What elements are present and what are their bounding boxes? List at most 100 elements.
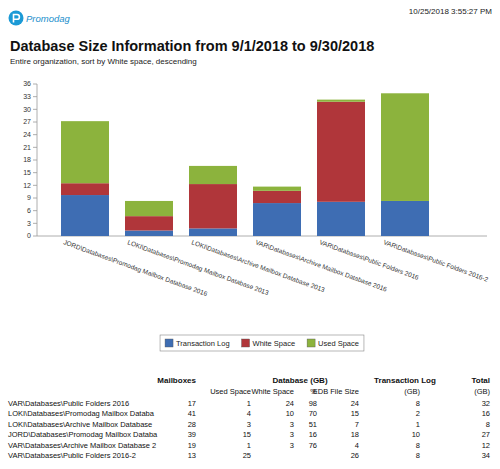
y-tick [33,185,37,186]
bar-segment [189,184,237,228]
table-cell: 24 [351,399,359,408]
bar-segment [125,201,173,216]
subtitle: Entire organization, sort by White space… [10,57,197,66]
bar-segment [253,187,301,191]
y-tick [33,134,37,135]
y-tick-label: 0 [27,232,31,239]
y-tick-label: 15 [23,169,31,176]
bar-segment [381,93,429,201]
legend-label: Transaction Log [176,339,230,348]
legend-item: Transaction Log [165,339,230,348]
bars [61,93,429,236]
table-cell: JORD\Databases\Promodag Mailbox Databa [8,430,158,439]
table-cell: 3 [290,420,294,429]
table-header: Database (GB) [272,376,327,385]
table-cell: 18 [351,430,359,439]
table-cell: 13 [188,451,196,460]
y-tick-label: 36 [23,80,31,87]
y-tick [33,122,37,123]
table-cell: 15 [243,430,251,439]
y-tick-label: 6 [27,207,31,214]
table-subheader: (GB) [474,387,490,396]
x-tick-label: LOKI\Databases\Archive Mailbox Database … [191,238,327,293]
legend-label: White Space [253,339,296,348]
bar-segment [317,100,365,102]
table-cell: 16 [482,409,490,418]
bar-segment [317,102,365,202]
y-tick [33,160,37,161]
y-tick [33,172,37,173]
y-tick-label: 21 [23,144,31,151]
table-subheader: (GB) [404,387,420,396]
legend-item: White Space [242,339,296,348]
y-tick [33,223,37,224]
table-cell: 26 [351,451,359,460]
y-tick-label: 9 [27,194,31,201]
logo: Promodag [9,11,71,26]
table-cell: 98 [309,399,317,408]
legend-swatch [307,339,315,347]
table-cell: 70 [309,409,317,418]
y-tick-label: 12 [23,182,31,189]
table-cell: 8 [486,420,490,429]
table-cell: 3 [290,441,294,450]
brand: Promodag [26,13,71,24]
table-cell: 28 [188,420,196,429]
bar-segment [253,203,301,236]
logo-glyph [14,15,20,23]
bar-segment [381,201,429,236]
y-axis [37,84,38,236]
table-cell: 34 [482,451,490,460]
table-header: Transaction Log [374,376,436,385]
y-tick-label: 18 [23,156,31,163]
table-cell: 8 [416,399,420,408]
chart: 0369121518212427303336JORD\Databases\Pro… [23,80,489,351]
table-cell: 3 [290,430,294,439]
x-tick-label: VAR\Databases\Archive Mailbox Database 2… [255,238,389,292]
legend-frame [160,335,364,351]
table-cell: LOKI\Databases\Promodag Mailbox Databa [8,409,155,418]
bar-segment [61,121,109,183]
table-cell: 10 [412,430,420,439]
legend: Transaction Log White Space Used Space [160,335,364,351]
y-tick-label: 24 [23,131,31,138]
x-tick-label: VAR\Databases\Public Folders 2016-2 [383,238,490,283]
table: Mailboxes Database (GB) Transaction Log Tot… [8,376,490,460]
table-cell: 1 [247,399,251,408]
logo-icon [9,11,24,26]
table-cell: LOKI\Databases\Archive Mailbox Database [8,420,152,429]
bar-segment [61,183,109,195]
table-header: Total [471,376,490,385]
table-cell: 25 [243,451,251,460]
bar-segment [189,166,237,184]
bar-segment [189,228,237,236]
table-cell: 76 [309,441,317,450]
y-tick-label: 30 [23,106,31,113]
table-cell: VAR\Databases\Public Folders 2016-2 [8,451,136,460]
table-cell: VAR\Databases\Public Folders 2016 [8,399,129,408]
table-cell: VAR\Databases\Archive Mailbox Database 2 [8,441,156,450]
table-cell: 1 [247,441,251,450]
y-tick [33,96,37,97]
table-cell: 32 [482,399,490,408]
y-tick [33,109,37,110]
bar-segment [253,191,301,203]
title: Database Size Information from 9/1/2018 … [10,38,374,54]
table-subheader: EDB File Size [313,387,359,396]
table-cell: 41 [188,409,196,418]
report-page: Promodag10/25/2018 3:55:27 PMDatabase Si… [0,0,500,469]
bar-segment [125,216,173,230]
table-cell: 17 [188,399,196,408]
y-tick [33,210,37,211]
table-cell: 1 [416,420,420,429]
legend-swatch [165,339,173,347]
y-tick [33,84,37,85]
legend-label: Used Space [318,339,359,348]
table-cell: 7 [355,420,359,429]
y-tick [33,236,37,237]
bar-segment [61,195,109,236]
table-subheader: Used Space [210,387,251,396]
table-subheader: White Space [251,387,294,396]
table-cell: 10 [286,409,294,418]
table-header: Mailboxes [157,376,196,385]
